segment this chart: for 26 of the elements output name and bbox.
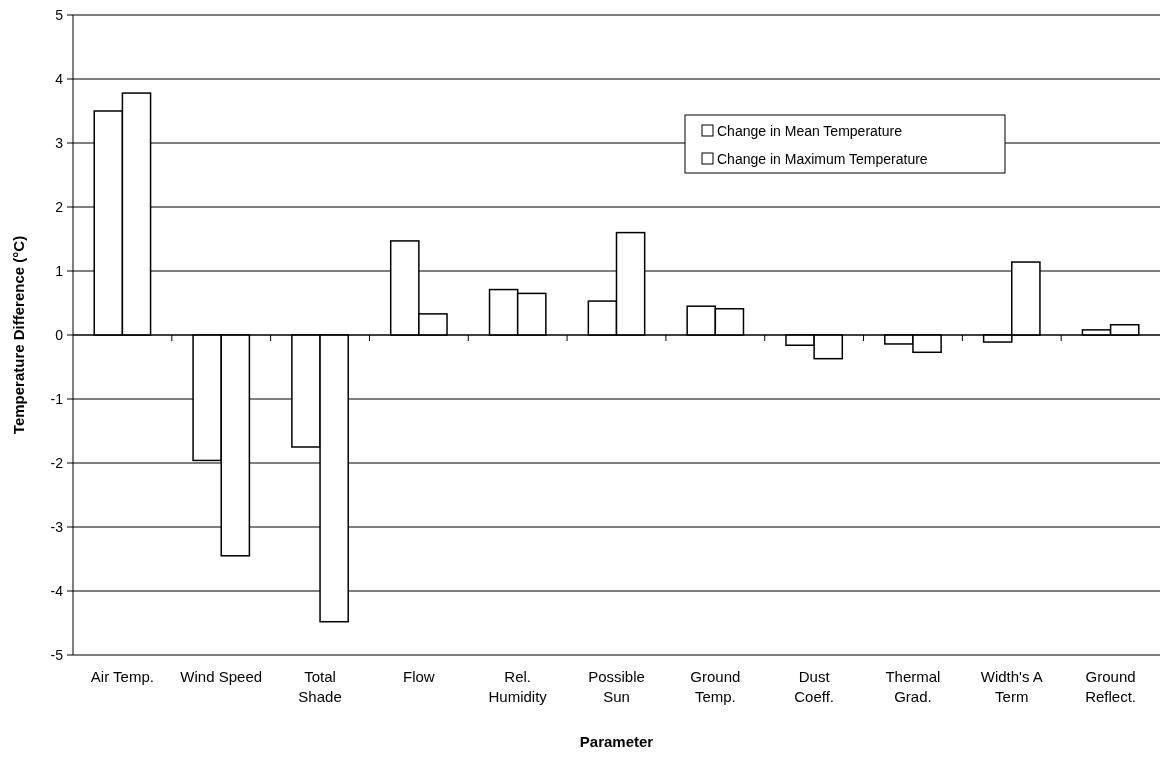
- x-tick-label: Width's A Term: [980, 668, 1043, 705]
- x-tick-label: Ground Reflect.: [1085, 668, 1137, 705]
- x-tick-label: Rel. Humidity: [488, 668, 548, 705]
- y-tick-label: 3: [55, 135, 64, 151]
- y-tick-label: 5: [55, 7, 64, 23]
- y-tick-label: 4: [55, 71, 64, 87]
- y-tick-label: -5: [50, 647, 64, 663]
- x-tick-label: Dust Coeff.: [794, 668, 835, 705]
- x-tick-label: Total Shade: [298, 668, 342, 705]
- x-tick-label: Air Temp.: [90, 668, 154, 685]
- y-tick-label: -3: [50, 519, 64, 535]
- x-tick-label: Ground Temp.: [690, 668, 741, 705]
- y-tick-label: 2: [55, 199, 64, 215]
- y-tick-label: -2: [50, 455, 64, 471]
- x-tick-label: Wind Speed: [180, 668, 263, 685]
- x-tick-label: Thermal Grad.: [885, 668, 941, 705]
- y-tick-label: -1: [50, 391, 64, 407]
- y-axis-title: Temperature Difference (°C): [10, 235, 27, 435]
- legend-label: Change in Mean Temperature: [717, 123, 903, 139]
- legend-label: Change in Maximum Temperature: [717, 151, 928, 167]
- y-tick-label: 1: [55, 263, 64, 279]
- x-axis-title: Parameter: [579, 733, 654, 750]
- y-tick-label: 0: [55, 327, 64, 343]
- x-tick-label: Flow: [403, 668, 435, 685]
- x-tick-label: Possible Sun: [588, 668, 645, 705]
- y-tick-label: -4: [50, 583, 64, 599]
